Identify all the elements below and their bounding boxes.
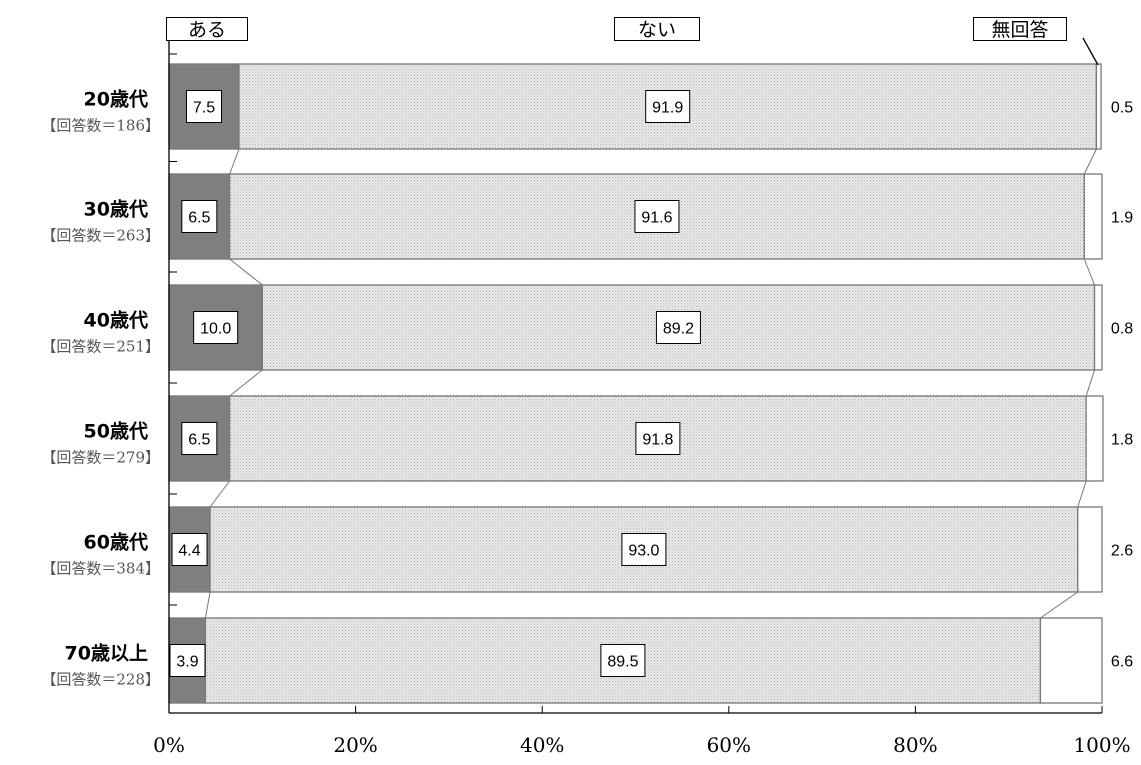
data-label-nai: 89.2 <box>663 321 694 338</box>
x-tick-label: 0% <box>153 733 185 757</box>
legend-item-aru: ある <box>166 17 248 41</box>
connector-line <box>1077 480 1087 508</box>
data-label-mukaitou: 0.8 <box>1111 321 1133 338</box>
data-label-aru: 10.0 <box>200 321 231 338</box>
data-label-aru: 7.5 <box>193 100 215 117</box>
connector-line <box>229 148 240 175</box>
category-label: 50歳代 <box>84 421 148 443</box>
data-label-box <box>185 90 222 123</box>
x-tick-label: 20% <box>333 733 377 757</box>
connector-line <box>1083 148 1097 175</box>
legend-item-mukaitou: 無回答 <box>973 17 1067 41</box>
x-tick-label: 100% <box>1073 733 1130 757</box>
x-tick-label: 80% <box>893 733 937 757</box>
data-label-aru: 6.5 <box>188 432 210 449</box>
data-label-mukaitou: 1.9 <box>1111 210 1133 227</box>
bar-mukaitou <box>1095 63 1102 150</box>
data-label-mukaitou: 1.8 <box>1111 432 1133 449</box>
data-label-aru: 3.9 <box>176 654 198 671</box>
data-label-nai: 91.6 <box>641 210 672 227</box>
data-label-box <box>600 644 646 677</box>
respondent-count-label: 【回答数＝263】 <box>41 227 160 245</box>
data-label-nai: 91.8 <box>642 432 673 449</box>
respondent-count-label: 【回答数＝251】 <box>41 338 160 356</box>
data-label-mukaitou: 0.5 <box>1111 100 1133 117</box>
category-label: 60歳代 <box>84 532 148 554</box>
data-label-box <box>634 200 680 233</box>
x-tick-label: 40% <box>520 733 564 757</box>
data-label-box <box>621 533 667 566</box>
data-label-box <box>193 311 239 344</box>
connector-line <box>229 258 263 286</box>
bar-mukaitou <box>1083 173 1103 260</box>
bar-mukaitou <box>1039 617 1103 704</box>
connector-line <box>1083 258 1096 286</box>
data-label-nai: 91.9 <box>652 100 683 117</box>
category-label: 20歳代 <box>84 89 148 111</box>
data-label-mukaitou: 6.6 <box>1111 654 1133 671</box>
connector-line <box>209 480 231 508</box>
connector-line <box>1085 369 1096 397</box>
data-label-box <box>635 422 681 455</box>
data-label-mukaitou: 2.6 <box>1111 543 1133 560</box>
data-label-box <box>181 422 218 455</box>
data-label-box <box>169 644 206 677</box>
respondent-count-label: 【回答数＝186】 <box>41 117 160 135</box>
bar-mukaitou <box>1085 395 1104 482</box>
connector-line <box>229 369 263 397</box>
respondent-count-label: 【回答数＝279】 <box>41 449 160 467</box>
data-label-box <box>171 533 208 566</box>
data-label-nai: 93.0 <box>628 543 659 560</box>
category-label: 40歳代 <box>84 310 148 332</box>
bar-mukaitou <box>1077 506 1103 593</box>
data-label-aru: 6.5 <box>188 210 210 227</box>
respondent-count-label: 【回答数＝384】 <box>41 560 160 578</box>
x-tick-label: 60% <box>707 733 751 757</box>
data-label-nai: 89.5 <box>607 654 638 671</box>
data-label-aru: 4.4 <box>178 543 200 560</box>
category-label: 30歳代 <box>84 199 148 221</box>
connector-line <box>1040 591 1079 619</box>
data-label-box <box>645 90 691 123</box>
category-label: 70歳以上 <box>65 643 148 665</box>
connector-line <box>204 591 211 619</box>
legend-item-nai: ない <box>614 17 700 41</box>
data-label-box <box>181 200 218 233</box>
bar-mukaitou <box>1093 284 1103 371</box>
respondent-count-label: 【回答数＝228】 <box>41 671 160 689</box>
data-label-box <box>655 311 701 344</box>
